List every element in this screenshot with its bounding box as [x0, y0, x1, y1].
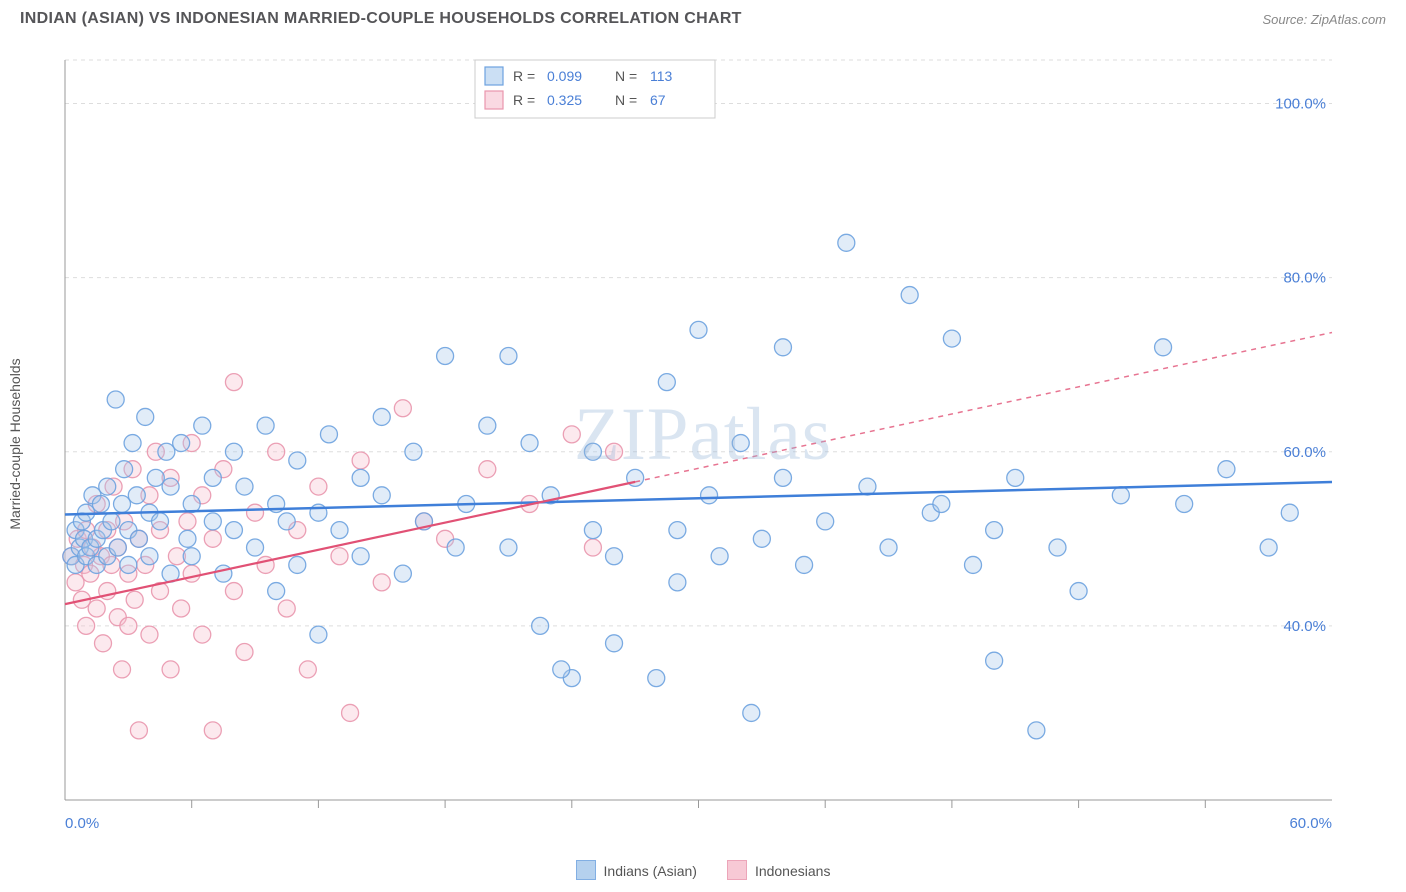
svg-text:R =: R = — [513, 68, 535, 84]
legend-item: Indonesians — [727, 860, 831, 880]
svg-text:N =: N = — [615, 68, 637, 84]
svg-text:67: 67 — [650, 92, 666, 108]
svg-text:60.0%: 60.0% — [1283, 444, 1326, 461]
svg-text:0.0%: 0.0% — [65, 815, 99, 830]
svg-text:0.325: 0.325 — [547, 92, 582, 108]
bottom-legend: Indians (Asian) Indonesians — [0, 860, 1406, 880]
chart-title: INDIAN (ASIAN) VS INDONESIAN MARRIED-COU… — [20, 10, 742, 28]
svg-text:80.0%: 80.0% — [1283, 270, 1326, 287]
legend-item: Indians (Asian) — [576, 860, 697, 880]
svg-text:40.0%: 40.0% — [1283, 618, 1326, 635]
y-axis-label: Married-couple Households — [7, 358, 23, 529]
svg-text:113: 113 — [650, 68, 673, 84]
scatter-chart: 40.0% 60.0% 80.0% 100.0% 0.0% 60.0% R = 0.099 N … — [20, 40, 1340, 830]
svg-text:60.0%: 60.0% — [1289, 815, 1332, 830]
svg-text:0.099: 0.099 — [547, 68, 582, 84]
svg-text:100.0%: 100.0% — [1275, 96, 1326, 113]
svg-text:N =: N = — [615, 92, 637, 108]
source-label: Source: ZipAtlas.com — [1262, 12, 1386, 27]
svg-text:R =: R = — [513, 92, 535, 108]
chart-area: Married-couple Households 40.0%60.0%80.0… — [20, 40, 1386, 847]
